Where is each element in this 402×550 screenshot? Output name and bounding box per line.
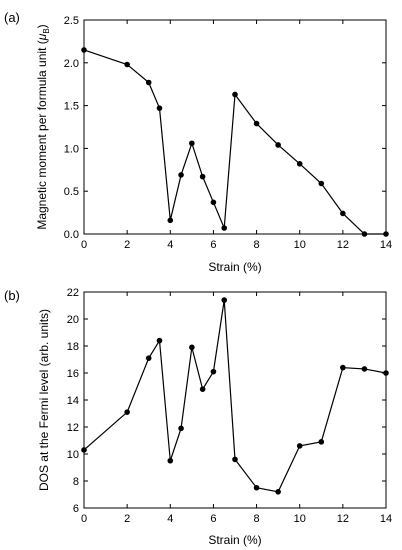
y-tick-label: 1.0	[64, 143, 79, 155]
data-point	[145, 355, 152, 361]
data-point	[340, 210, 346, 217]
data-point	[361, 231, 368, 237]
data-point	[124, 409, 130, 415]
x-tick-label: 12	[337, 239, 349, 251]
data-point	[81, 47, 87, 53]
data-point	[296, 443, 303, 449]
data-point	[296, 161, 303, 167]
y-tick-label: 14	[67, 395, 79, 407]
data-point	[318, 439, 325, 445]
panel-a-y-axis-label: Magnetic moment per formula unit (μB)	[35, 24, 51, 229]
data-point	[275, 489, 281, 495]
x-tick-label: 2	[124, 513, 130, 525]
y-tick-label: 16	[67, 368, 79, 380]
panel-a-series	[81, 47, 389, 237]
y-tick-label: 10	[67, 449, 79, 461]
data-point	[189, 344, 195, 351]
x-tick-label: 14	[380, 239, 392, 251]
x-tick-label: 0	[81, 513, 87, 525]
data-point	[178, 425, 184, 432]
x-tick-label: 8	[254, 239, 260, 251]
panel-b-x-axis-label: Strain (%)	[208, 533, 261, 547]
y-tick-label: 18	[67, 341, 79, 353]
series-line	[83, 49, 386, 235]
data-point	[81, 447, 87, 453]
panel-b-y-axis-label: DOS at the Fermi level (arb. units)	[37, 309, 51, 491]
data-point	[221, 225, 228, 231]
y-tick-label: 0.0	[64, 229, 79, 241]
data-point	[145, 79, 152, 86]
panel-b: (b) 6 8 10 12 14 16 18 20 22 0 2 4 6 8 10 12 14 Strain …	[4, 287, 392, 547]
series-line	[83, 300, 387, 493]
data-point	[156, 105, 163, 111]
data-point	[199, 386, 206, 393]
data-point	[361, 366, 368, 372]
data-point	[210, 199, 217, 206]
data-point	[275, 142, 281, 148]
panel-a: (a) 0.0 0.5 1.0 1.5 2.0 2.5 0 2 4 6 8 10 12 14 Strai…	[4, 10, 392, 274]
y-tick-label: 1.5	[64, 101, 79, 113]
y-tick-label: 2.0	[64, 58, 79, 70]
x-tick-label: 14	[380, 513, 392, 525]
data-point	[189, 140, 195, 147]
panel-a-plot-frame	[83, 19, 387, 235]
x-tick-label: 0	[81, 239, 87, 251]
panel-a-label: (a)	[4, 10, 20, 25]
data-point	[253, 120, 260, 127]
data-point	[167, 457, 174, 464]
panel-b-y-ticks: 6 8 10 12 14 16 18 20 22	[67, 287, 386, 515]
panel-a-y-ticks: 0.0 0.5 1.0 1.5 2.0 2.5	[64, 15, 386, 241]
data-point	[340, 364, 346, 371]
panel-b-x-ticks: 0 2 4 6 8 10 12 14	[81, 292, 392, 525]
data-point	[383, 370, 389, 376]
data-point	[210, 368, 217, 375]
data-point	[124, 61, 130, 68]
y-tick-label: 22	[67, 287, 79, 299]
x-tick-label: 4	[167, 239, 173, 251]
panel-a-x-ticks: 0 2 4 6 8 10 12 14	[81, 20, 392, 251]
data-point	[156, 337, 163, 344]
x-tick-label: 12	[337, 513, 349, 525]
x-tick-label: 10	[294, 239, 306, 251]
y-tick-label: 8	[73, 476, 79, 488]
x-tick-label: 4	[167, 513, 173, 525]
data-point	[253, 484, 260, 491]
y-tick-label: 12	[67, 422, 79, 434]
y-tick-label: 0.5	[64, 186, 79, 198]
panel-b-series	[81, 297, 389, 495]
data-point	[383, 231, 389, 237]
data-point	[167, 217, 174, 224]
x-tick-label: 2	[124, 239, 130, 251]
data-point	[318, 180, 325, 187]
panel-b-label: (b)	[4, 288, 20, 303]
x-tick-label: 8	[254, 513, 260, 525]
data-point	[232, 456, 238, 463]
x-tick-label: 10	[294, 513, 306, 525]
y-tick-label: 2.5	[64, 15, 79, 27]
panel-b-plot-frame	[83, 291, 387, 509]
x-tick-label: 6	[210, 513, 216, 525]
y-tick-label: 6	[73, 503, 79, 515]
x-tick-label: 6	[210, 239, 216, 251]
y-tick-label: 20	[67, 314, 79, 326]
data-point	[178, 172, 184, 178]
data-point	[199, 173, 206, 180]
data-point	[232, 91, 238, 98]
data-point	[221, 297, 228, 303]
panel-a-x-axis-label: Strain (%)	[208, 260, 261, 274]
